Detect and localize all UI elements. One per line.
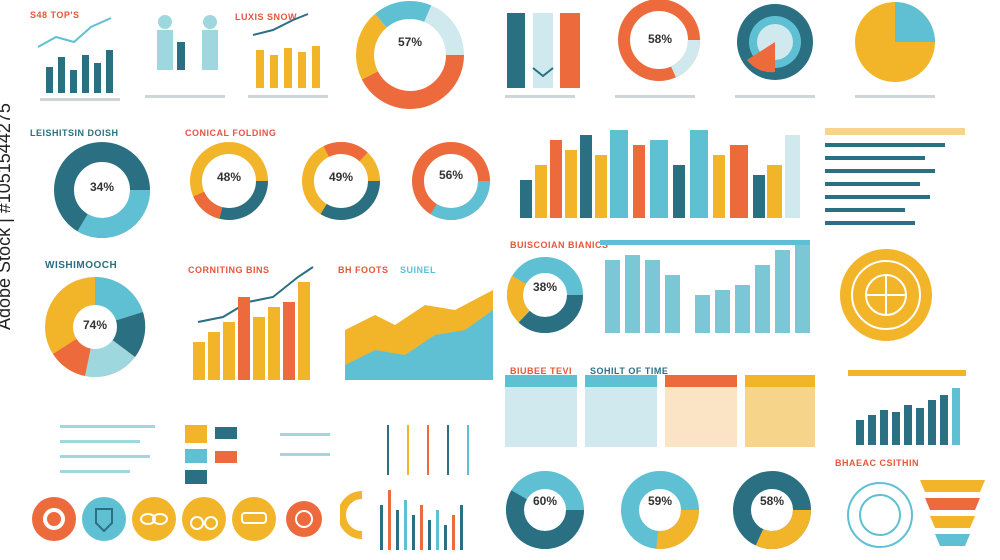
label-row3-c4: BUISCOIAN BIANICS (510, 240, 609, 250)
donut-teal-top (737, 4, 813, 80)
pct-3: 34% (89, 180, 115, 194)
stat-tiles (185, 425, 237, 484)
donut-60 (506, 471, 584, 549)
slider-lines (387, 425, 469, 475)
shield-icon (82, 497, 126, 541)
globe-icon (286, 501, 322, 537)
area-chart (345, 290, 493, 380)
pct-9: 60% (532, 494, 558, 508)
watermark: Adobe Stock | #1051544275 (0, 103, 14, 330)
label-top-left: S48 TOP'S (30, 10, 80, 20)
pct-4: 48% (216, 170, 242, 184)
pct-6: 56% (438, 168, 464, 182)
pct-2: 58% (647, 32, 673, 46)
pct-8: 74% (82, 318, 108, 332)
pct-11: 58% (759, 494, 785, 508)
label-row5-c6: BHAEAC CSITHIN (835, 458, 920, 468)
framed-bar-chart (848, 370, 966, 445)
label-row3-c2: CORNITING BINS (188, 265, 270, 275)
label-row4-c5: SOHILT OF TIME (590, 366, 669, 376)
car-icon (232, 497, 276, 541)
label-row2-c1: LEISHITSIN DOISH (30, 128, 119, 138)
donut-34 (54, 142, 150, 238)
pct-1: 57% (397, 35, 423, 49)
donut-56 (412, 142, 490, 220)
label-row3-c3b: SUINEL (400, 265, 437, 275)
icon-circles (32, 497, 322, 541)
people-chart (157, 15, 218, 70)
horizontal-bars (825, 128, 965, 225)
label-row2-c2: CONICAL FOLDING (185, 128, 277, 138)
donut-59 (621, 471, 699, 549)
pct-7: 38% (532, 280, 558, 294)
bike-icon (182, 497, 226, 541)
donut-38 (507, 257, 583, 333)
donut-orange-top (618, 0, 700, 81)
funnel-diagram (847, 480, 985, 548)
label-row3-c1: WISHIMOOCH (45, 260, 118, 271)
pie-74 (45, 276, 146, 378)
donut-49 (302, 142, 380, 220)
bar-spectrum (340, 490, 463, 550)
label-row1-c3: LUXIS SNOW (235, 12, 298, 22)
donut-58 (733, 471, 811, 549)
line-bar-chart-1 (37, 17, 113, 93)
donut-48 (190, 142, 268, 220)
donut-big-top (356, 1, 464, 109)
bar-chart-yellow (252, 13, 320, 88)
card-panels (505, 375, 815, 447)
pie-yellow-top (855, 2, 935, 82)
globe-badge (840, 249, 932, 341)
pct-10: 59% (647, 494, 673, 508)
pct-5: 49% (328, 170, 354, 184)
label-row4-c4: BIUBEE TEVI (510, 366, 573, 376)
multi-bar-chart (520, 130, 800, 218)
label-row3-c3: BH FOOTS (338, 265, 389, 275)
orange-bar-chart (193, 266, 314, 380)
light-bar-chart (600, 240, 810, 333)
gear-icon (32, 497, 76, 541)
bars-tall-top (507, 13, 580, 88)
